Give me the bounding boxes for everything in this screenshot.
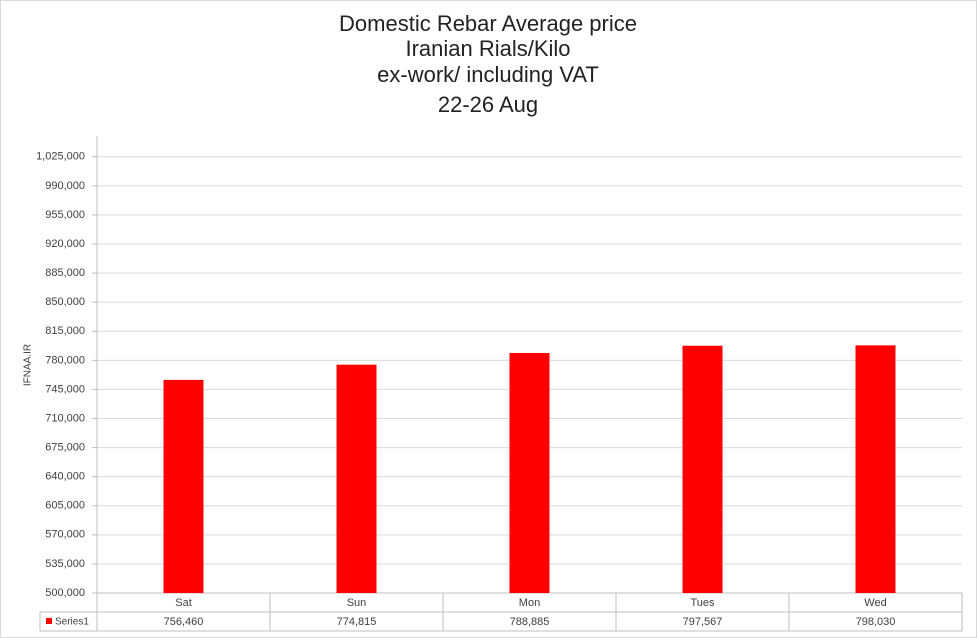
bar: [336, 364, 377, 593]
legend-label: Series1: [55, 617, 89, 628]
y-tick-label: 815,000: [45, 325, 85, 337]
chart-subtitle: Iranian Rials/Kilo: [405, 36, 570, 61]
x-tick-label: Sun: [347, 597, 367, 609]
y-tick-label: 955,000: [45, 209, 85, 221]
x-tick-label: Sat: [175, 597, 192, 609]
bar: [682, 345, 723, 593]
y-tick-label: 710,000: [45, 412, 85, 424]
y-tick-label: 745,000: [45, 383, 85, 395]
bar: [163, 379, 204, 593]
y-tick-label: 850,000: [45, 296, 85, 308]
data-table-value: 797,567: [683, 616, 723, 628]
chart-subtitle: ex-work/ including VAT: [377, 62, 599, 87]
y-axis-title: IFNAA.IR: [23, 344, 34, 386]
bar: [509, 352, 550, 593]
y-tick-label: 535,000: [45, 558, 85, 570]
x-tick-label: Wed: [864, 597, 886, 609]
legend-key: [46, 618, 52, 624]
data-table-value: 788,885: [510, 616, 550, 628]
x-tick-label: Mon: [519, 597, 540, 609]
y-tick-label: 675,000: [45, 441, 85, 453]
x-tick-label: Tues: [690, 597, 715, 609]
y-tick-label: 500,000: [45, 587, 85, 599]
y-tick-label: 780,000: [45, 354, 85, 366]
y-tick-label: 920,000: [45, 238, 85, 250]
y-tick-label: 990,000: [45, 180, 85, 192]
chart-title: Domestic Rebar Average price: [339, 11, 637, 36]
chart-subtitle: 22-26 Aug: [438, 92, 538, 117]
y-tick-label: 1,025,000: [36, 151, 85, 163]
y-tick-label: 605,000: [45, 500, 85, 512]
data-table-value: 798,030: [856, 616, 896, 628]
data-table-value: 774,815: [337, 616, 377, 628]
data-table-value: 756,460: [164, 616, 204, 628]
y-tick-label: 570,000: [45, 529, 85, 541]
y-tick-label: 640,000: [45, 471, 85, 483]
bar: [855, 345, 896, 593]
y-tick-label: 885,000: [45, 267, 85, 279]
